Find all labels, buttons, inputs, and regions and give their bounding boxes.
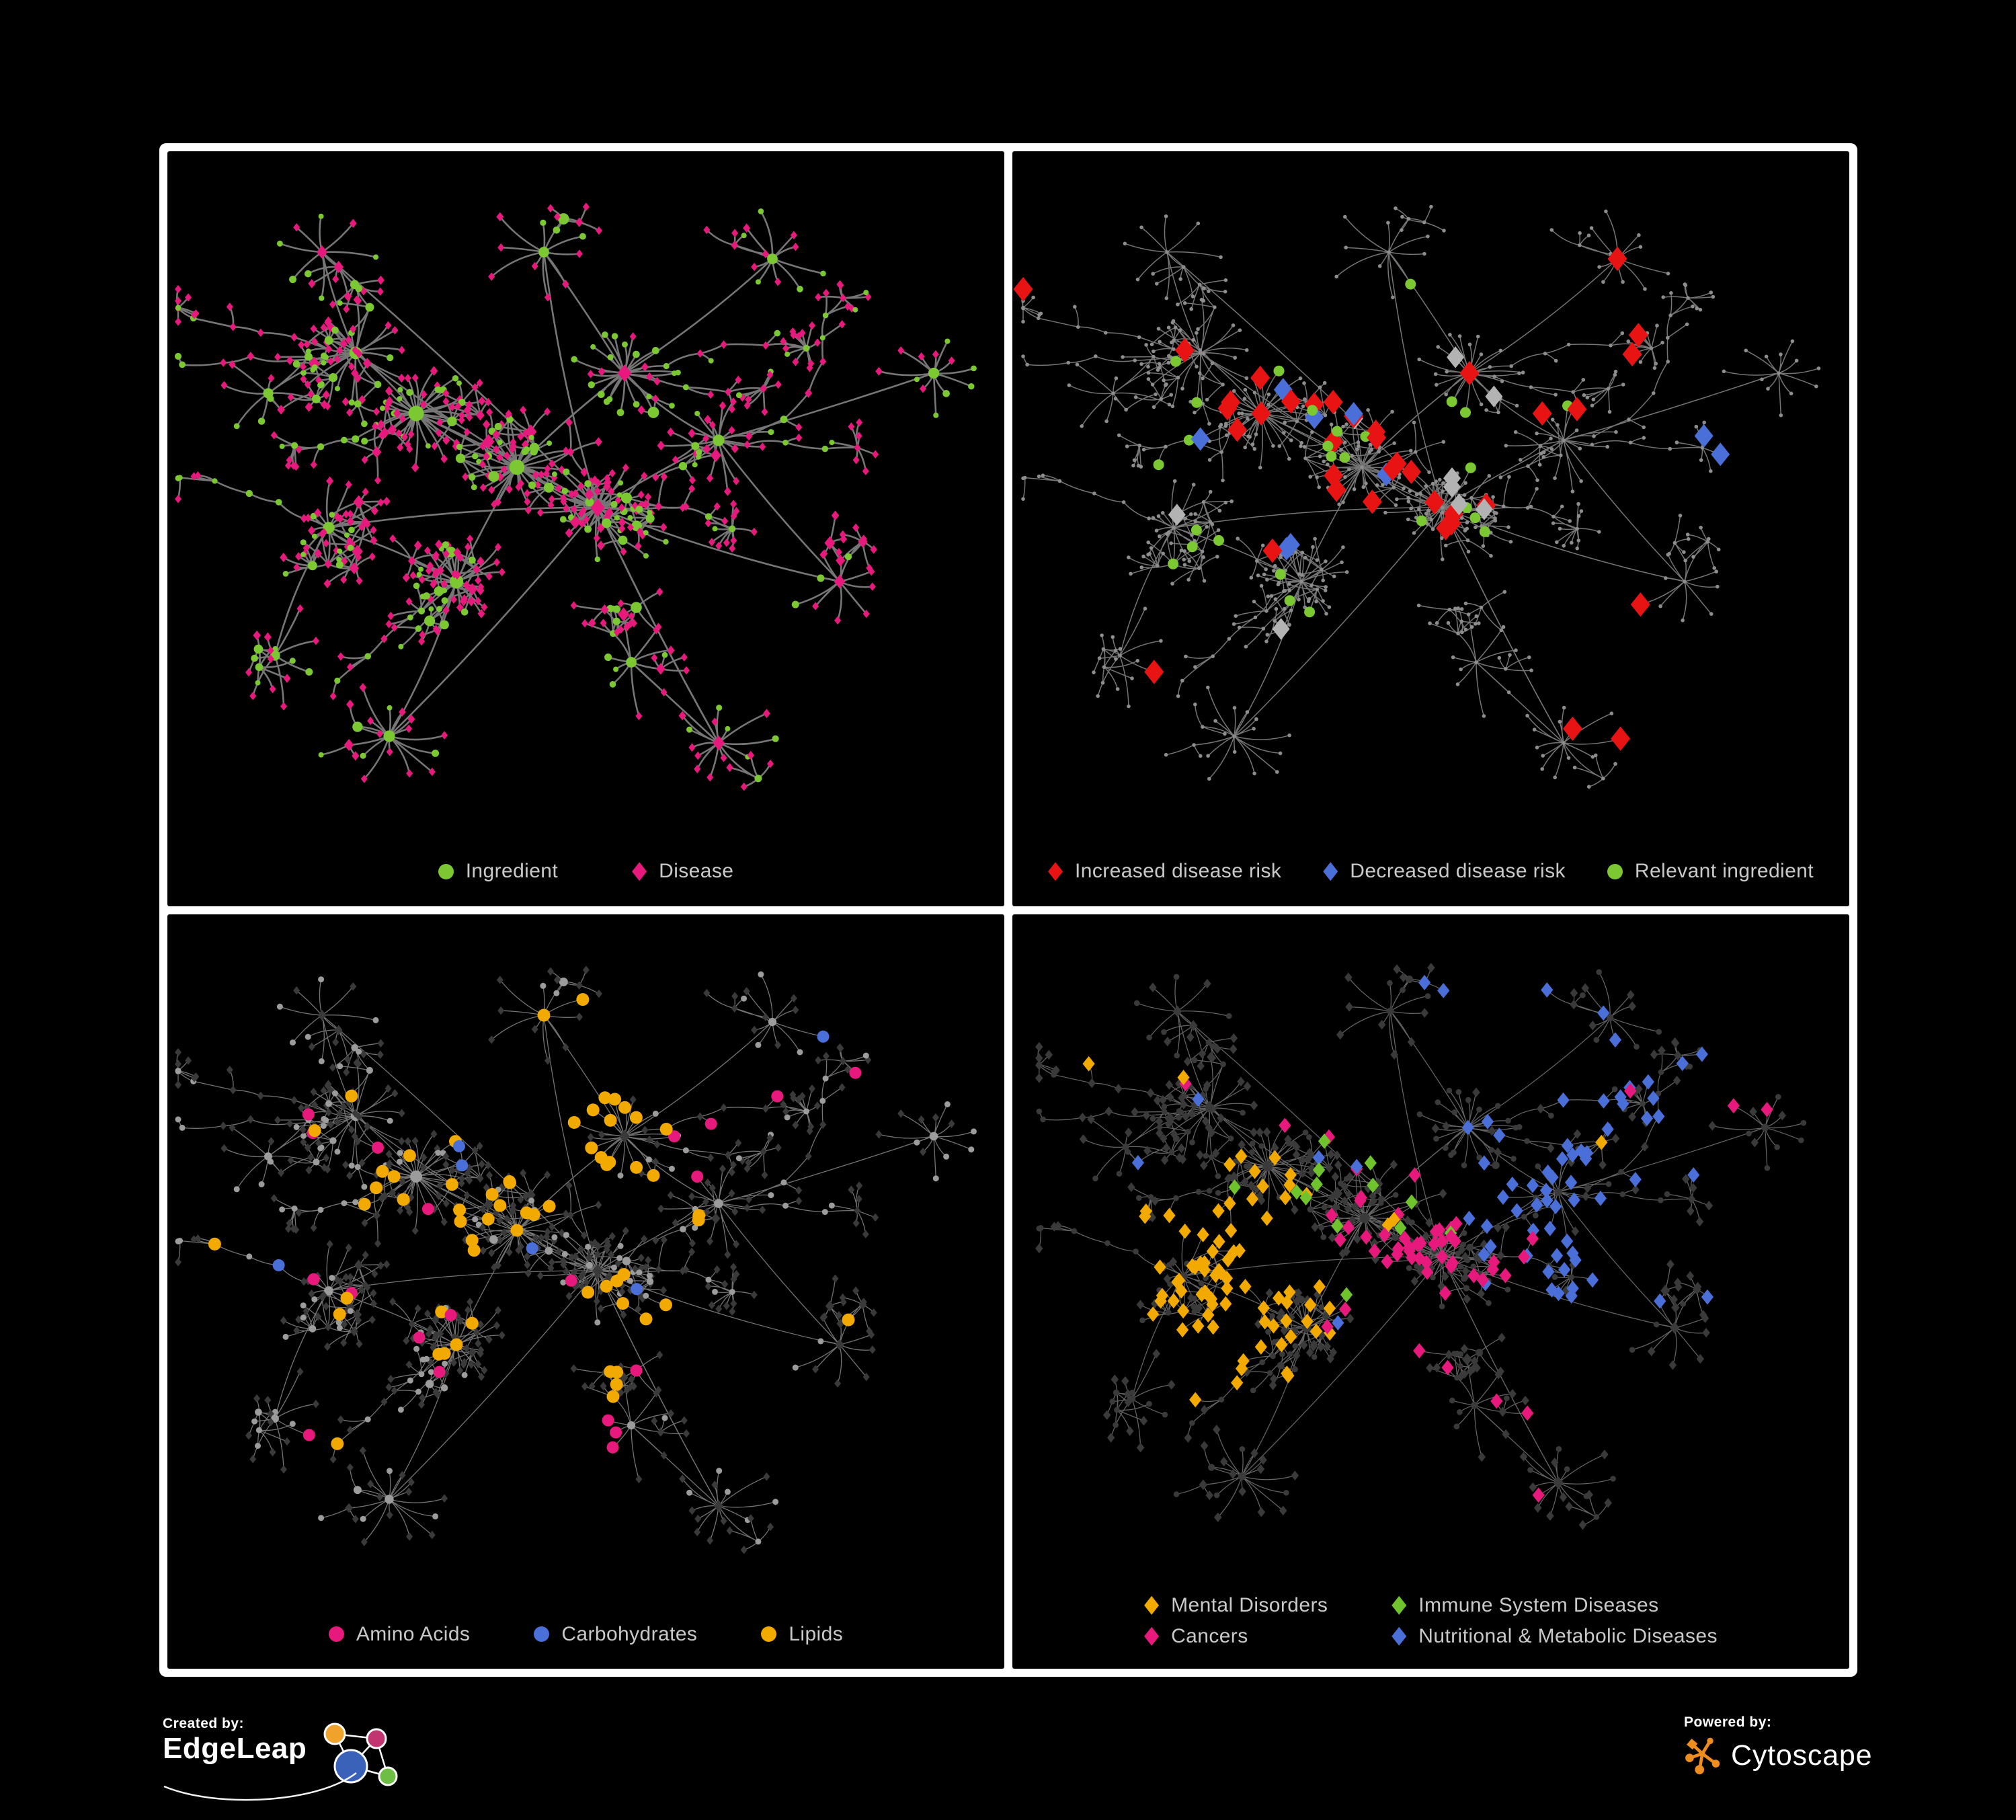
amino-acids-circle-icon — [328, 1626, 344, 1643]
panel-grid: Ingredient Disease Increased disease ris… — [159, 143, 1857, 1677]
legend-item: Carbohydrates — [534, 1623, 697, 1646]
nutritional-metabolic-diamond-icon — [1392, 1626, 1407, 1646]
legend-item: Mental Disorders — [1144, 1594, 1328, 1617]
macronutrient-graph — [175, 965, 977, 1554]
cytoscape-logo-icon — [1685, 1737, 1720, 1774]
legend-item: Amino Acids — [328, 1622, 471, 1646]
relevant-ingredient-circle-icon — [1607, 863, 1623, 879]
ingredient-circle-icon — [438, 863, 454, 879]
cancers-diamond-icon — [1144, 1626, 1160, 1646]
legend-label: Nutritional & Metabolic Diseases — [1418, 1624, 1718, 1647]
powered-by-label: Powered by: — [1684, 1714, 1772, 1730]
increased-risk-diamond-icon — [1048, 862, 1063, 881]
panel-disease-classes: Mental Disorders Immune System Diseases … — [1012, 914, 1849, 1669]
immune-system-diamond-icon — [1392, 1595, 1407, 1615]
edgeleap-brand: EdgeLeap — [163, 1732, 307, 1765]
panel-disease-risk: Increased disease risk Decreased disease… — [1012, 151, 1849, 906]
legend-label: Disease — [659, 860, 734, 883]
legend-item: Ingredient — [438, 860, 558, 883]
mental-disorders-diamond-icon — [1144, 1595, 1160, 1615]
legend-label: Ingredient — [465, 860, 559, 883]
disease-risk-graph — [1013, 204, 1821, 789]
legend-disease-classes: Mental Disorders Immune System Diseases … — [1012, 1573, 1849, 1669]
legend-item: Immune System Diseases — [1392, 1594, 1718, 1617]
disease-diamond-icon — [632, 862, 647, 881]
legend-label: Increased disease risk — [1075, 860, 1282, 883]
edgeleap-credit: Created by: EdgeLeap — [163, 1716, 445, 1803]
carbohydrates-circle-icon — [534, 1626, 550, 1643]
legend-label: Carbohydrates — [561, 1622, 698, 1645]
legend-item: Cancers — [1144, 1625, 1328, 1648]
lipids-circle-icon — [761, 1626, 777, 1643]
cytoscape-credit: Powered by: Cytoscape — [1684, 1714, 1872, 1775]
panel-ingredient-disease: Ingredient Disease — [167, 151, 1004, 906]
legend-macronutrients: Amino Acids Carbohydrates Lipids — [167, 1600, 1004, 1669]
legend-label: Cancers — [1171, 1624, 1248, 1647]
created-by-label: Created by: — [163, 1716, 245, 1731]
cytoscape-brand: Cytoscape — [1731, 1739, 1873, 1772]
legend-item: Relevant ingredient — [1607, 860, 1814, 883]
legend-disease-risk: Increased disease risk Decreased disease… — [1012, 837, 1849, 906]
legend-label: Amino Acids — [356, 1622, 471, 1645]
disease-class-graph — [1035, 962, 1807, 1530]
legend-item: Lipids — [761, 1623, 843, 1646]
legend-item: Disease — [632, 860, 733, 883]
legend-item: Nutritional & Metabolic Diseases — [1392, 1625, 1718, 1648]
legend-item: Decreased disease risk — [1323, 860, 1566, 883]
edgeleap-logo-icon — [323, 1723, 398, 1786]
legend-ingredient-disease: Ingredient Disease — [167, 837, 1004, 906]
legend-label: Relevant ingredient — [1634, 860, 1814, 883]
ingredient-disease-graph — [174, 202, 977, 791]
legend-label: Immune System Diseases — [1418, 1593, 1659, 1616]
legend-label: Decreased disease risk — [1350, 860, 1566, 883]
legend-label: Mental Disorders — [1171, 1593, 1328, 1616]
legend-label: Lipids — [789, 1622, 844, 1645]
decreased-risk-diamond-icon — [1323, 862, 1338, 881]
legend-item: Increased disease risk — [1048, 860, 1281, 883]
panel-macronutrients: Amino Acids Carbohydrates Lipids — [167, 914, 1004, 1669]
